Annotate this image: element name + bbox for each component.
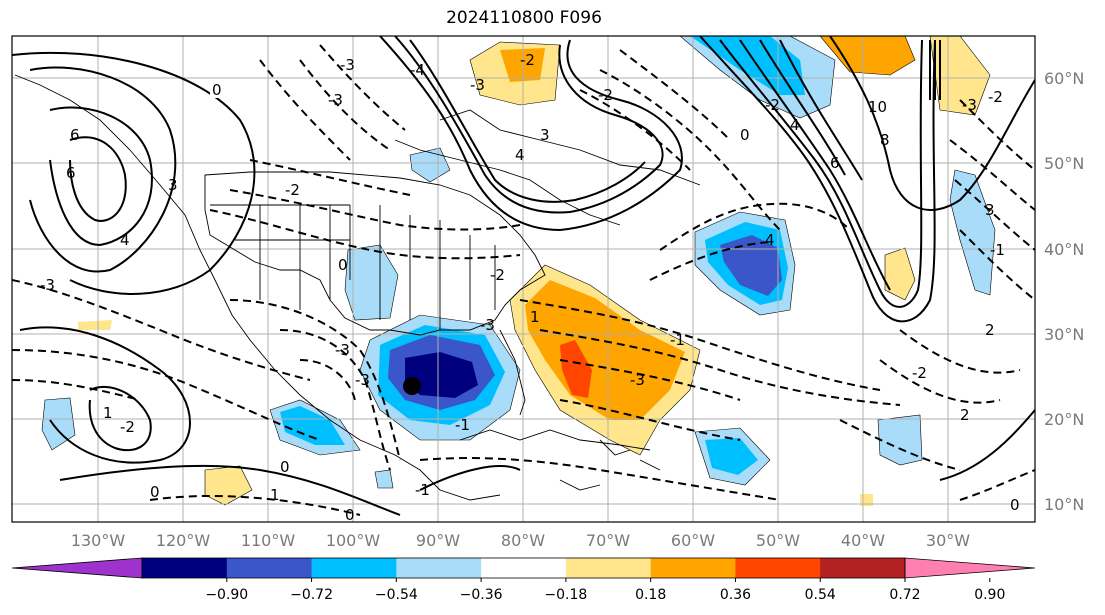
contour-label: 0: [150, 483, 160, 501]
contour-label: -3: [40, 276, 55, 294]
lat-label: 30°N: [1044, 325, 1084, 344]
contour-label: 10: [868, 98, 887, 116]
colorbar-tick-label: 0.54: [805, 587, 836, 603]
contour-labels: 0 -3 -2 6 3 -3 4 6 -3 0 -3 1 1 -1 -2 0 -…: [40, 51, 1020, 524]
contour-label: 4: [765, 231, 775, 249]
colorbar-tick-label: 0.18: [635, 587, 666, 603]
lon-label: 100°W: [326, 531, 381, 550]
lon-label: 40°W: [841, 531, 885, 550]
lon-label: 50°W: [756, 531, 800, 550]
contour-label: -3: [335, 341, 350, 359]
lon-label: 90°W: [416, 531, 460, 550]
contour-label: 1: [530, 308, 540, 326]
dashed-contours: [12, 44, 1035, 516]
contour-label: -3: [480, 316, 495, 334]
colorbar-tick-label: −0.72: [290, 587, 333, 603]
contour-label: 2: [985, 321, 995, 339]
contour-label: 4: [120, 231, 130, 249]
contour-label: -2: [285, 181, 300, 199]
lon-label: 30°W: [926, 531, 970, 550]
colorbar-extend-high: [904, 557, 1036, 579]
contour-label: 0: [280, 458, 290, 476]
contour-label: 8: [880, 131, 890, 149]
lat-label: 40°N: [1044, 240, 1084, 259]
contour-label: -2: [765, 96, 780, 114]
lat-label: 60°N: [1044, 69, 1084, 88]
contour-label: -3: [355, 371, 370, 389]
contour-label: -3: [340, 56, 355, 74]
colorbar-segment: [735, 558, 821, 578]
map-area: 0 -3 -2 6 3 -3 4 6 -3 0 -3 1 1 -1 -2 0 -…: [12, 36, 1035, 524]
longitude-labels: 130°W 120°W 110°W 100°W 90°W 80°W 70°W 6…: [71, 531, 970, 550]
colorbar-segment: [650, 558, 736, 578]
coastlines: [14, 74, 701, 501]
lon-label: 60°W: [671, 531, 715, 550]
contour-label: 0: [212, 81, 222, 99]
contour-label: -1: [415, 481, 430, 499]
contour-label: 6: [66, 164, 76, 182]
contour-label: 6: [70, 126, 80, 144]
contour-label: 2: [960, 406, 970, 424]
colorbar-tick-label: 0.90: [974, 587, 1005, 603]
contour-label: 0: [338, 256, 348, 274]
contour-label: 3: [985, 201, 995, 219]
contour-label: 4: [790, 116, 800, 134]
latitude-labels: 60°N 50°N 40°N 30°N 20°N 10°N: [1044, 69, 1084, 514]
contour-label: 1: [103, 404, 113, 422]
colorbar-segment: [142, 558, 228, 578]
graticule: [12, 36, 1035, 522]
contour-label: 3: [168, 176, 178, 194]
lat-label: 20°N: [1044, 410, 1084, 429]
contour-label: -1: [990, 241, 1005, 259]
contour-label: 0: [345, 506, 355, 524]
contour-label: -4: [410, 61, 425, 79]
contour-label: -1: [455, 416, 470, 434]
colorbar-tick-label: 0.72: [889, 587, 920, 603]
lon-label: 110°W: [241, 531, 296, 550]
contour-label: -3: [470, 76, 485, 94]
contour-label: -3: [962, 96, 977, 114]
contour-label: -3: [630, 371, 645, 389]
contour-label: -2: [120, 418, 135, 436]
colorbar-tick-label: −0.54: [375, 587, 418, 603]
lon-label: 120°W: [156, 531, 211, 550]
contour-label: 0: [740, 126, 750, 144]
colorbar: −0.90 −0.72 −0.54 −0.36 −0.18 0.18 0.36 0.54 0.7…: [11, 557, 1036, 603]
contour-label: 4: [515, 146, 525, 164]
solid-contours: [12, 36, 1035, 516]
contour-label: -1: [670, 331, 685, 349]
colorbar-tick-label: −0.36: [460, 587, 503, 603]
contour-label: -2: [912, 364, 927, 382]
colorbar-tick-label: −0.90: [205, 587, 248, 603]
contour-label: -3: [328, 91, 343, 109]
colorbar-outline: [141, 557, 906, 579]
contour-label: 3: [540, 126, 550, 144]
map-frame: [11, 35, 1036, 523]
lon-label: 80°W: [501, 531, 545, 550]
lat-label: 50°N: [1044, 154, 1084, 173]
contour-label: -2: [598, 86, 613, 104]
colorbar-tick-label: 0.36: [720, 587, 751, 603]
storm-center-marker: [403, 377, 421, 395]
lon-label: 130°W: [71, 531, 126, 550]
colorbar-segment: [820, 558, 906, 578]
contour-label: 6: [830, 154, 840, 172]
colorbar-segment: [396, 558, 482, 578]
colorbar-segment: [565, 558, 652, 578]
contour-label: -2: [988, 88, 1003, 106]
contour-label: 1: [270, 486, 280, 504]
contour-label: 0: [1010, 496, 1020, 514]
lat-label: 10°N: [1044, 495, 1084, 514]
colorbar-segment: [311, 558, 397, 578]
colorbar-segment: [481, 558, 567, 578]
colorbar-segment: [226, 558, 313, 578]
map-title: 2024110800 F096: [446, 8, 602, 28]
colorbar-extend-low: [11, 557, 143, 579]
contour-label: -2: [490, 266, 505, 284]
colorbar-tick-label: −0.18: [544, 587, 587, 603]
contour-label: -2: [520, 51, 535, 69]
lon-label: 70°W: [586, 531, 630, 550]
